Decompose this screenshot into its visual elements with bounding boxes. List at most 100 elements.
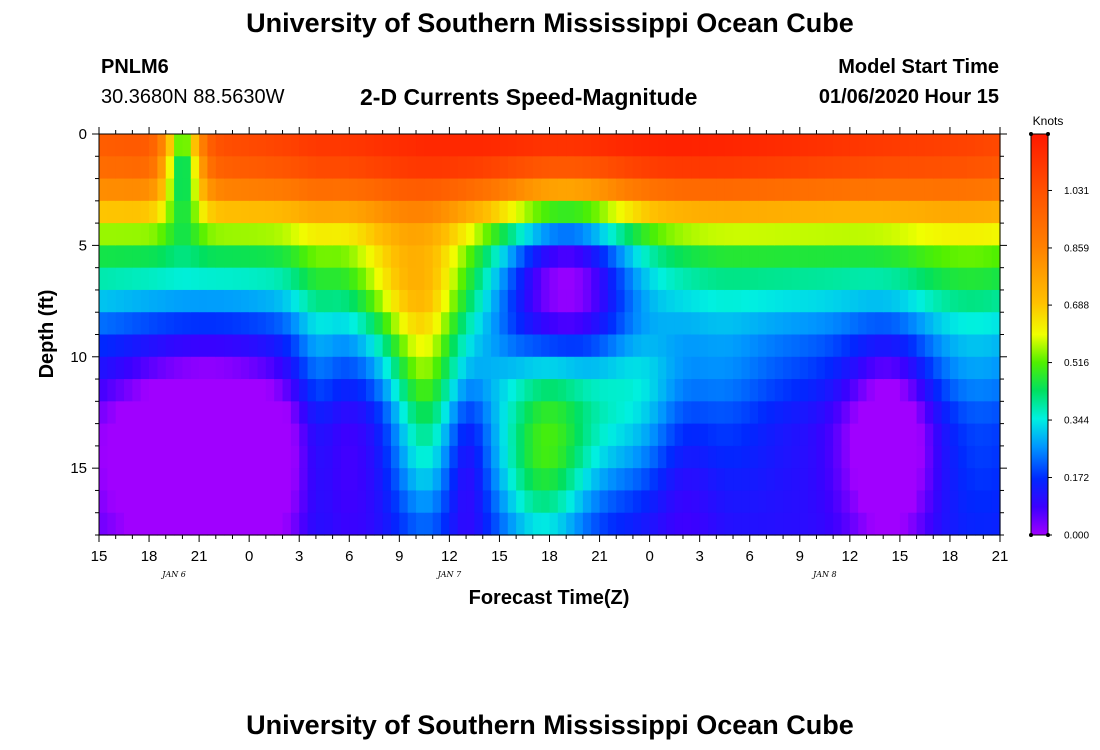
heatmap-cell: [883, 289, 893, 313]
heatmap-cell: [99, 178, 108, 202]
heatmap-cell: [499, 267, 509, 291]
heatmap-cell: [124, 312, 133, 336]
heatmap-cell: [816, 200, 826, 224]
heatmap-cell: [924, 445, 934, 469]
heatmap-cell: [424, 178, 434, 202]
heatmap-cell: [699, 334, 709, 358]
heatmap-cell: [933, 512, 943, 536]
heatmap-cell: [883, 223, 893, 246]
heatmap-cell: [315, 245, 325, 269]
heatmap-cell: [174, 289, 184, 313]
heatmap-cell: [240, 423, 250, 447]
heatmap-cell: [449, 200, 459, 224]
heatmap-cell: [165, 334, 175, 358]
heatmap-cell: [741, 356, 751, 380]
heatmap-cell: [841, 200, 851, 224]
heatmap-cell: [374, 245, 384, 269]
heatmap-cell: [699, 267, 709, 291]
heatmap-cell: [657, 267, 667, 291]
heatmap-cell: [240, 468, 250, 492]
heatmap-cell: [357, 178, 367, 202]
heatmap-cell: [516, 379, 526, 402]
heatmap-cell: [407, 200, 417, 224]
heatmap-cell: [674, 445, 684, 469]
heatmap-cell: [741, 334, 751, 358]
heatmap-cell: [682, 156, 692, 180]
heatmap-cell: [724, 379, 734, 402]
heatmap-cell: [274, 356, 284, 380]
heatmap-cell: [657, 134, 667, 157]
heatmap-cell: [966, 245, 976, 269]
heatmap-cell: [340, 512, 350, 536]
heatmap-cell: [616, 423, 626, 447]
heatmap-cell: [649, 356, 659, 380]
heatmap-cell: [641, 245, 651, 269]
heatmap-cell: [716, 445, 726, 469]
heatmap-cell: [607, 200, 617, 224]
heatmap-cell: [891, 156, 901, 180]
heatmap-cell: [449, 512, 459, 536]
x-tick-label: 15: [892, 548, 909, 565]
heatmap-cell: [791, 223, 801, 246]
heatmap-cell: [340, 156, 350, 180]
heatmap-cell: [190, 134, 200, 157]
heatmap-cell: [833, 379, 843, 402]
heatmap-cell: [357, 468, 367, 492]
heatmap-cell: [991, 223, 1001, 246]
heatmap-cell: [357, 401, 367, 425]
heatmap-cell: [616, 289, 626, 313]
heatmap-cell: [124, 423, 133, 447]
heatmap-cell: [249, 312, 259, 336]
heatmap-cell: [632, 267, 642, 291]
heatmap-cell: [891, 223, 901, 246]
heatmap-cell: [974, 356, 984, 380]
heatmap-cell: [499, 312, 509, 336]
heatmap-cell: [599, 134, 609, 157]
heatmap-cell: [891, 334, 901, 358]
heatmap-cell: [249, 423, 259, 447]
heatmap-cell: [532, 245, 542, 269]
heatmap-cell: [199, 356, 209, 380]
heatmap-cell: [566, 200, 576, 224]
heatmap-cell: [991, 445, 1001, 469]
heatmap-cell: [190, 156, 200, 180]
heatmap-cell: [766, 156, 776, 180]
heatmap-cell: [966, 289, 976, 313]
heatmap-cell: [783, 468, 793, 492]
heatmap-cell: [899, 423, 909, 447]
heatmap-cell: [265, 156, 275, 180]
heatmap-cell: [215, 490, 225, 514]
heatmap-cell: [741, 468, 751, 492]
heatmap-cell: [691, 134, 701, 157]
heatmap-cell: [883, 134, 893, 157]
x-tick-label: 21: [591, 548, 608, 565]
heatmap-cell: [699, 200, 709, 224]
heatmap-cell: [482, 379, 492, 402]
heatmap-cell: [441, 200, 450, 224]
heatmap-cell: [140, 267, 150, 291]
heatmap-cell: [340, 267, 350, 291]
heatmap-cell: [449, 289, 459, 313]
heatmap-cell: [733, 312, 742, 336]
heatmap-cell: [599, 334, 609, 358]
heatmap-cell: [966, 156, 976, 180]
heatmap-cell: [808, 134, 818, 157]
heatmap-cell: [140, 401, 150, 425]
heatmap-cell: [908, 423, 918, 447]
heatmap-cell: [107, 423, 117, 447]
x-tick-label: 18: [541, 548, 558, 565]
heatmap-cell: [941, 423, 951, 447]
heatmap-cell: [974, 490, 984, 514]
heatmap-cell: [566, 468, 576, 492]
heatmap-cell: [574, 134, 584, 157]
heatmap-cell: [574, 156, 584, 180]
station-id: PNLM6: [101, 56, 169, 78]
heatmap-cell: [899, 334, 909, 358]
heatmap-cell: [549, 156, 559, 180]
heatmap-cell: [190, 312, 200, 336]
heatmap-cell: [165, 312, 175, 336]
heatmap-cell: [983, 468, 993, 492]
heatmap-cell: [224, 134, 234, 157]
heatmap-cell: [582, 401, 592, 425]
heatmap-cell: [165, 379, 175, 402]
